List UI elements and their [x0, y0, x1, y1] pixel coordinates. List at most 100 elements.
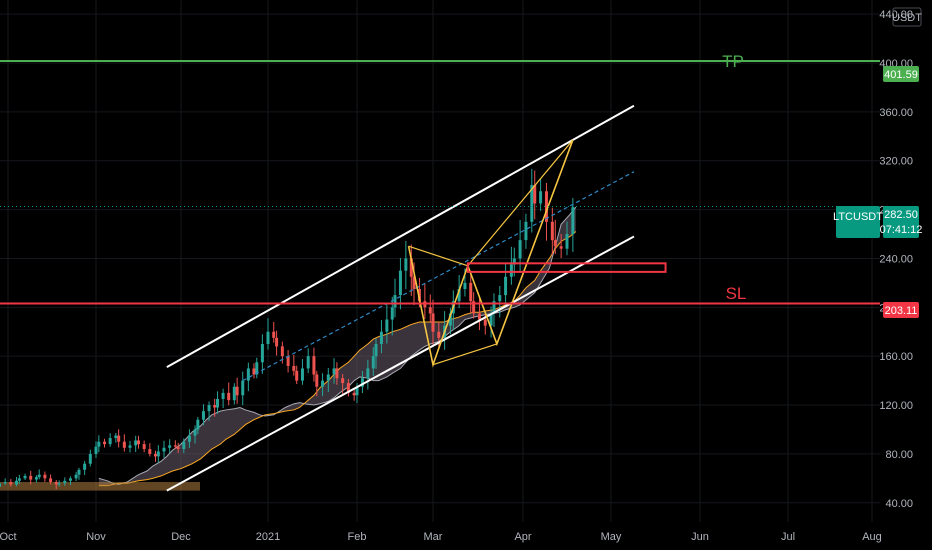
candle-body [448, 313, 452, 326]
price-tick-label: 440.00 [879, 9, 913, 21]
candle-body [498, 295, 502, 302]
price-tick-label: 160.00 [879, 351, 913, 363]
candle-body [326, 374, 330, 381]
time-tick-label: Mar [424, 531, 443, 543]
candle-body [539, 191, 543, 204]
candle-body [213, 405, 217, 408]
candle-body [215, 398, 219, 408]
candle-body [571, 207, 575, 235]
candle-body [360, 378, 364, 387]
candle-body [335, 368, 339, 379]
pattern-connector [408, 245, 469, 267]
candle-body [550, 221, 554, 241]
candle-body [409, 258, 413, 277]
candle-body [221, 392, 225, 399]
candle-body [492, 301, 496, 314]
last-price-tag-bg [883, 206, 919, 238]
candle-body [292, 365, 296, 371]
candle-body [15, 480, 19, 485]
candle-body [114, 435, 118, 439]
time-tick-label: Aug [862, 531, 882, 543]
tp-price-tag: 401.59 [883, 66, 919, 82]
candle-body [366, 368, 370, 379]
candle-body [412, 276, 416, 289]
candle-body [393, 295, 397, 308]
sl-tag-text: 203.11 [885, 305, 918, 317]
price-tick-label: 120.00 [879, 400, 913, 412]
time-tick-label: May [601, 531, 622, 543]
chart-drawings [166, 104, 667, 492]
candle-body [398, 270, 402, 296]
channel-lower-line [166, 235, 635, 492]
symbol-tag-bg [836, 206, 880, 238]
candle-body [232, 386, 236, 401]
candle-body [148, 449, 152, 454]
last-price-tag: LTCUSDT 282.50 07:41:12 [833, 206, 922, 238]
candle-body [108, 438, 112, 445]
candle-body [3, 482, 7, 484]
candle-body [553, 240, 557, 247]
tp-tag-bg [883, 66, 919, 82]
price-tick-label: 40.00 [885, 498, 913, 510]
candle-body [483, 319, 487, 326]
candle-body [266, 331, 270, 344]
candle-body [162, 447, 166, 452]
candle-body [34, 477, 38, 480]
candle-body [404, 258, 408, 271]
candle-body [565, 234, 569, 249]
candle-body [0, 483, 1, 487]
candle-body [246, 368, 250, 381]
candle-body [374, 343, 378, 357]
candle-body [94, 446, 98, 454]
candle-body [54, 482, 58, 485]
candle-body [187, 435, 191, 442]
candle-body [286, 356, 290, 366]
candle-body [43, 474, 47, 479]
cloud-early [0, 482, 200, 491]
candle-body [341, 378, 345, 384]
candle-body [379, 331, 383, 344]
candle-body [504, 276, 508, 296]
candle-body [469, 282, 473, 302]
candle-body [137, 440, 140, 445]
time-tick-label: Jul [781, 531, 795, 543]
candle-body [315, 374, 319, 387]
candle-body [49, 478, 53, 483]
time-tick-label: Oct [0, 531, 17, 543]
sl-tag-bg [883, 302, 919, 318]
candle-body [295, 370, 299, 381]
candle-body [235, 386, 239, 396]
candle-body [57, 483, 61, 485]
candle-body [431, 313, 435, 332]
candle-body [489, 313, 493, 326]
candle-body [385, 319, 389, 332]
candle-body [280, 346, 284, 357]
candle-body [472, 301, 476, 314]
time-axis[interactable]: Oct Nov Dec 2021 Feb Mar Apr May Jun Jul Aug [0, 531, 882, 543]
candle-body [509, 264, 513, 277]
ichimoku-cloud [0, 206, 577, 491]
tp-tag-text: 401.59 [884, 69, 918, 81]
bar-countdown: 07:41:12 [880, 224, 923, 236]
time-tick-label: Jun [691, 531, 709, 543]
candle-body [154, 453, 157, 457]
candle-body [68, 478, 72, 481]
chart-grid [0, 0, 880, 522]
candle-body [300, 368, 304, 381]
candle-body [37, 474, 41, 478]
symbol-tag-text: LTCUSDT [833, 211, 883, 223]
candle-body [371, 356, 375, 369]
candle-body [173, 445, 177, 447]
candle-body [201, 411, 205, 420]
candle-body [142, 444, 146, 450]
candle-body [352, 392, 356, 396]
candle-body [463, 282, 467, 289]
candle-body [182, 441, 186, 450]
candle-body [533, 185, 537, 204]
candle-body [524, 221, 528, 241]
candle-body [321, 380, 325, 387]
channel-upper-line [166, 104, 635, 369]
sl-annotation: SL [726, 284, 747, 303]
time-tick-label: 2021 [256, 531, 280, 543]
